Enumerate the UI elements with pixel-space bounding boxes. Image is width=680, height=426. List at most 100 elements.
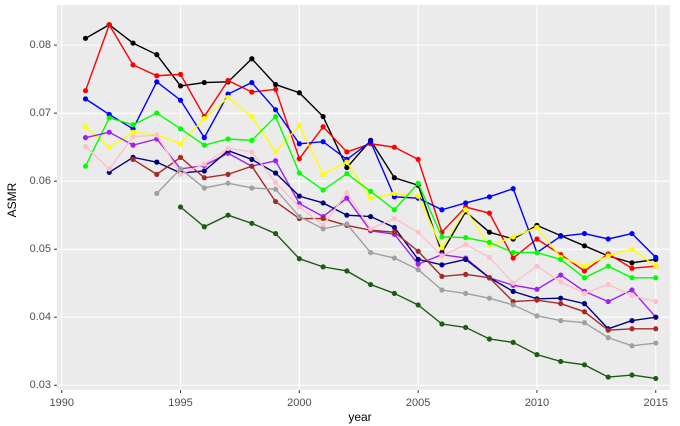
point bbox=[272, 230, 279, 237]
point bbox=[534, 249, 540, 256]
point bbox=[629, 246, 635, 252]
point bbox=[653, 326, 659, 332]
point bbox=[605, 335, 611, 341]
point bbox=[415, 267, 421, 273]
point bbox=[510, 234, 516, 240]
point bbox=[272, 179, 279, 186]
point bbox=[225, 171, 231, 177]
point bbox=[344, 268, 350, 274]
point bbox=[439, 287, 445, 293]
point bbox=[415, 156, 421, 163]
point bbox=[391, 144, 397, 150]
point bbox=[249, 149, 255, 155]
point bbox=[439, 262, 445, 268]
point bbox=[320, 226, 326, 232]
x-tick-label: 2000 bbox=[287, 397, 311, 409]
x-tick-label: 1995 bbox=[168, 397, 192, 409]
point bbox=[272, 113, 279, 120]
point bbox=[106, 144, 112, 150]
point bbox=[415, 193, 421, 199]
point bbox=[368, 249, 374, 256]
point bbox=[320, 264, 326, 270]
point bbox=[106, 22, 112, 28]
point bbox=[201, 161, 207, 167]
point bbox=[581, 362, 588, 368]
point bbox=[249, 156, 255, 163]
point bbox=[296, 170, 302, 176]
point bbox=[82, 35, 89, 41]
y-tick-label: 0.04 bbox=[30, 311, 51, 323]
point bbox=[486, 295, 493, 301]
point bbox=[82, 143, 89, 150]
point bbox=[629, 275, 635, 281]
point bbox=[154, 79, 160, 85]
point bbox=[534, 286, 540, 292]
point bbox=[463, 256, 469, 262]
point bbox=[106, 115, 112, 121]
point bbox=[177, 154, 184, 160]
point bbox=[368, 195, 374, 201]
point bbox=[439, 207, 445, 213]
point bbox=[82, 124, 89, 130]
point bbox=[320, 200, 326, 206]
point bbox=[415, 261, 421, 267]
point bbox=[534, 224, 540, 231]
point bbox=[629, 292, 635, 299]
point bbox=[201, 115, 207, 122]
point bbox=[510, 302, 516, 308]
point bbox=[510, 249, 516, 256]
point bbox=[130, 156, 136, 163]
x-axis-title: year bbox=[348, 410, 371, 424]
point bbox=[225, 212, 231, 218]
point bbox=[272, 81, 279, 88]
point bbox=[177, 97, 184, 103]
point bbox=[201, 79, 207, 86]
point bbox=[415, 248, 421, 254]
x-tick-label: 2010 bbox=[525, 397, 549, 409]
point bbox=[391, 224, 397, 231]
point bbox=[272, 149, 279, 155]
point bbox=[510, 186, 516, 192]
point bbox=[510, 339, 516, 345]
point bbox=[130, 122, 136, 128]
point bbox=[391, 290, 397, 297]
point bbox=[154, 73, 160, 79]
point bbox=[653, 298, 659, 305]
point bbox=[272, 158, 279, 164]
point bbox=[558, 272, 564, 278]
point bbox=[106, 129, 112, 135]
point bbox=[154, 52, 160, 58]
y-tick-label: 0.05 bbox=[30, 243, 51, 255]
point bbox=[629, 318, 635, 324]
point bbox=[463, 207, 469, 213]
point bbox=[320, 187, 326, 193]
point bbox=[225, 77, 231, 84]
point bbox=[439, 234, 445, 240]
point bbox=[463, 200, 469, 206]
point bbox=[201, 168, 207, 174]
point bbox=[344, 195, 350, 201]
point bbox=[439, 245, 445, 251]
point bbox=[344, 164, 350, 171]
point bbox=[581, 301, 588, 307]
series-line bbox=[156, 167, 656, 347]
point bbox=[439, 253, 445, 259]
point bbox=[154, 132, 160, 138]
point bbox=[653, 275, 659, 281]
point bbox=[272, 170, 279, 176]
point bbox=[296, 204, 302, 210]
point bbox=[201, 135, 207, 141]
point bbox=[653, 340, 659, 346]
point bbox=[653, 375, 659, 382]
point bbox=[296, 156, 302, 162]
point bbox=[320, 171, 326, 177]
point bbox=[653, 314, 659, 320]
point bbox=[130, 62, 136, 68]
point bbox=[177, 166, 184, 172]
panel bbox=[57, 5, 670, 390]
point bbox=[82, 135, 89, 141]
point bbox=[344, 221, 350, 227]
x-tick-label: 2005 bbox=[406, 397, 430, 409]
point bbox=[201, 224, 207, 230]
x-tick-label: 1990 bbox=[50, 397, 74, 409]
